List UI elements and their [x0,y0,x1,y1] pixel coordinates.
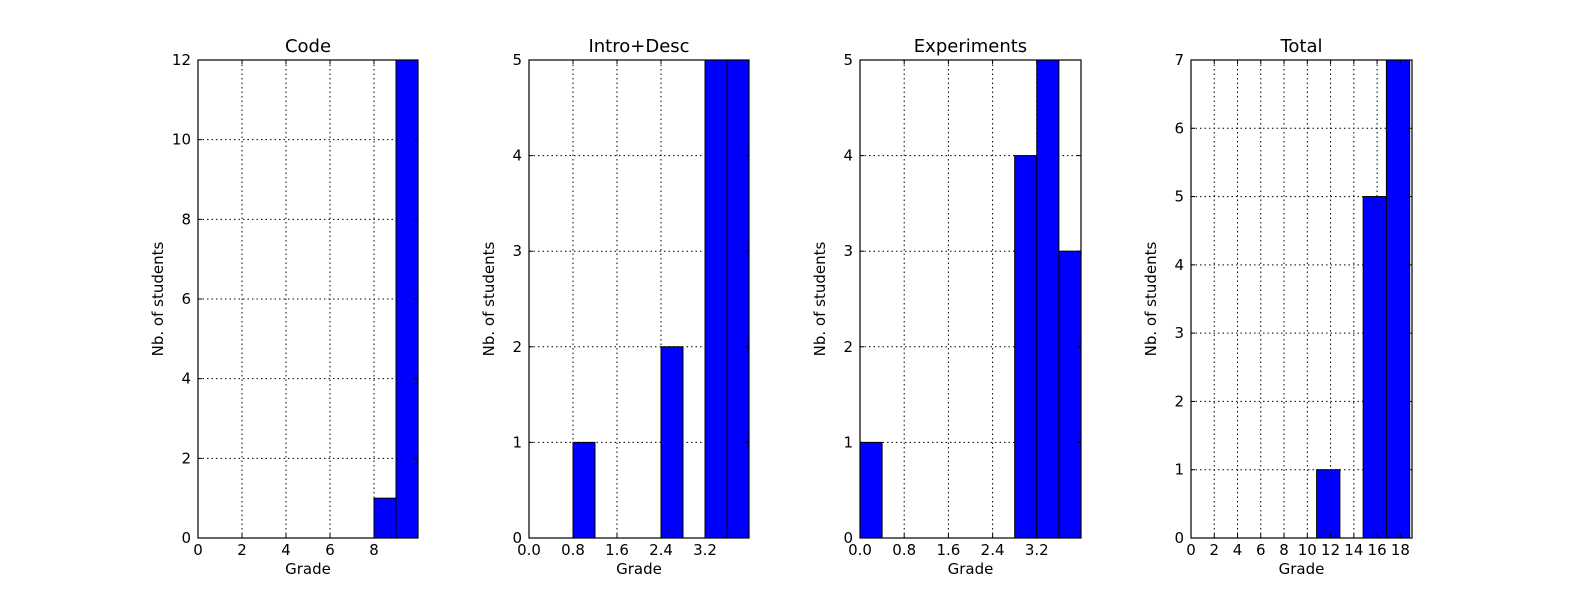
y-axis-label: Nb. of students [811,241,829,356]
y-tick-label: 2 [181,449,191,467]
y-tick-label: 3 [843,242,853,260]
y-tick-label: 5 [1174,188,1184,206]
y-tick-label: 0 [843,529,853,547]
histogram-bar [1316,469,1341,539]
x-tick-label: 6 [1256,541,1266,559]
chart-title: Intro+Desc [588,36,689,57]
x-tick-label: 18 [1391,541,1410,559]
histogram-bar [704,59,728,539]
x-tick-label: 1.6 [936,541,960,559]
histogram-bar [726,59,750,539]
x-tick-label: 0.8 [892,541,916,559]
x-tick-label: 8 [1279,541,1289,559]
y-tick-label: 12 [172,51,191,69]
x-tick-label: 1.6 [605,541,629,559]
y-axis-label: Nb. of students [149,241,167,356]
x-tick-label: 0.0 [848,541,872,559]
x-tick-label: 4 [281,541,291,559]
y-tick-label: 1 [843,433,853,451]
y-tick-label: 0 [512,529,522,547]
y-tick-label: 7 [1174,51,1184,69]
x-tick-label: 2 [237,541,247,559]
x-tick-label: 0 [193,541,203,559]
chart-title: Total [1279,36,1322,57]
y-tick-label: 4 [181,370,191,388]
y-tick-label: 5 [843,51,853,69]
x-tick-label: 2.4 [649,541,673,559]
plot-frame [1190,59,1413,539]
histogram-bar [1058,250,1082,539]
y-tick-label: 8 [181,210,191,228]
y-tick-label: 5 [512,51,522,69]
y-axis-label: Nb. of students [480,241,498,356]
histogram-bar [373,497,397,539]
y-tick-label: 6 [1174,119,1184,137]
histogram-bar [572,441,596,539]
y-tick-label: 1 [1174,461,1184,479]
y-tick-label: 0 [181,529,191,547]
x-tick-label: 6 [325,541,335,559]
plot-frame [859,59,1082,539]
x-tick-label: 4 [1233,541,1243,559]
histogram-bar [1014,155,1038,539]
y-tick-label: 6 [181,290,191,308]
chart-panel-1: 0.0 0.8 1.6 2.4 3.2 0 1 2 3 4 5 Intro+Desc Grade Nb. … [480,36,750,578]
x-tick-label: 12 [1321,541,1340,559]
chart-title: Experiments [914,36,1027,57]
histogram-bar [1385,59,1411,539]
chart-title: Code [285,36,331,57]
x-tick-label: 10 [1298,541,1317,559]
x-tick-label: 3.2 [1025,541,1049,559]
y-tick-label: 4 [512,147,522,165]
x-tick-label: 16 [1368,541,1387,559]
x-axis-label: Grade [616,560,662,578]
histogram-bar [1362,196,1387,539]
histogram-bar [660,346,684,539]
x-tick-label: 2 [1209,541,1219,559]
x-axis-label: Grade [948,560,994,578]
x-tick-label: 2.4 [981,541,1005,559]
plot-frame [528,59,750,539]
y-tick-label: 3 [512,242,522,260]
x-tick-label: 0.8 [561,541,585,559]
y-axis-label: Nb. of students [1142,241,1160,356]
x-tick-label: 3.2 [693,541,717,559]
chart-panel-2: 0.0 0.8 1.6 2.4 3.2 0 1 2 3 4 5 Experiments Grade Nb.… [811,36,1082,578]
y-tick-label: 4 [1174,256,1184,274]
x-tick-label: 8 [369,541,379,559]
x-tick-label: 14 [1344,541,1363,559]
y-tick-label: 2 [843,338,853,356]
y-tick-label: 4 [843,147,853,165]
x-axis-label: Grade [285,560,331,578]
x-tick-label: 0 [1186,541,1196,559]
histogram-bar [859,441,883,539]
x-tick-label: 0.0 [517,541,541,559]
y-tick-label: 1 [512,433,522,451]
y-tick-label: 0 [1174,529,1184,547]
x-axis-label: Grade [1279,560,1325,578]
chart-panel-0: 0 2 4 6 8 0 2 4 6 8 10 12 Code Grade Nb. of students [149,36,419,578]
y-tick-label: 10 [172,131,191,149]
y-tick-label: 3 [1174,324,1184,342]
histogram-bar [1036,59,1060,539]
y-tick-label: 2 [1174,392,1184,410]
y-tick-label: 2 [512,338,522,356]
